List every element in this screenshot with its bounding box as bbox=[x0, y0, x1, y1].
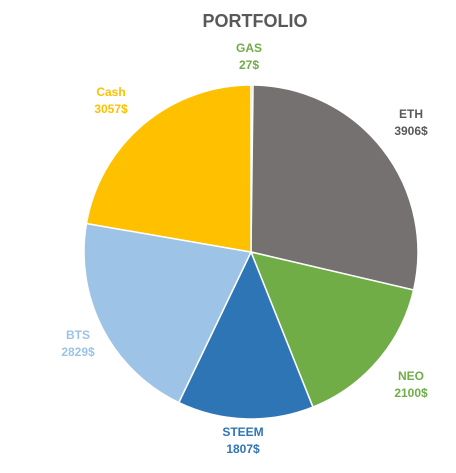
slice-label-gas: GAS 27$ bbox=[236, 41, 262, 72]
slice-label-steem: STEEM 1807$ bbox=[222, 425, 263, 456]
slice-label-bts: BTS 2829$ bbox=[61, 328, 95, 359]
pie-labels: GAS 27$ ETH 3906$ NEO 2100$ STEEM 1807$ BTS 2829$… bbox=[61, 41, 428, 456]
slice-value-cash: 3057$ bbox=[94, 102, 128, 116]
slice-value-steem: 1807$ bbox=[226, 442, 260, 456]
slice-value-neo: 2100$ bbox=[394, 386, 428, 400]
slice-value-eth: 3906$ bbox=[394, 124, 428, 138]
slice-label-eth: ETH 3906$ bbox=[394, 107, 428, 138]
chart-title: PORTFOLIO bbox=[203, 11, 308, 31]
slice-label-cash: Cash 3057$ bbox=[94, 85, 128, 116]
slice-name-eth: ETH bbox=[399, 107, 423, 121]
slice-label-neo: NEO 2100$ bbox=[394, 369, 428, 400]
slice-name-gas: GAS bbox=[236, 41, 262, 55]
pie-slices bbox=[83, 84, 419, 420]
slice-name-steem: STEEM bbox=[222, 425, 263, 439]
slice-name-bts: BTS bbox=[66, 328, 90, 342]
slice-name-neo: NEO bbox=[398, 369, 424, 383]
slice-value-gas: 27$ bbox=[239, 58, 259, 72]
pie-slice-steem[interactable] bbox=[177, 250, 314, 420]
slice-value-bts: 2829$ bbox=[61, 345, 95, 359]
pie-slice-neo[interactable] bbox=[249, 250, 415, 409]
pie-slice-eth[interactable] bbox=[250, 84, 419, 291]
slice-name-cash: Cash bbox=[96, 85, 125, 99]
pie-slice-cash[interactable] bbox=[85, 84, 252, 253]
pie-slice-bts[interactable] bbox=[83, 222, 253, 404]
